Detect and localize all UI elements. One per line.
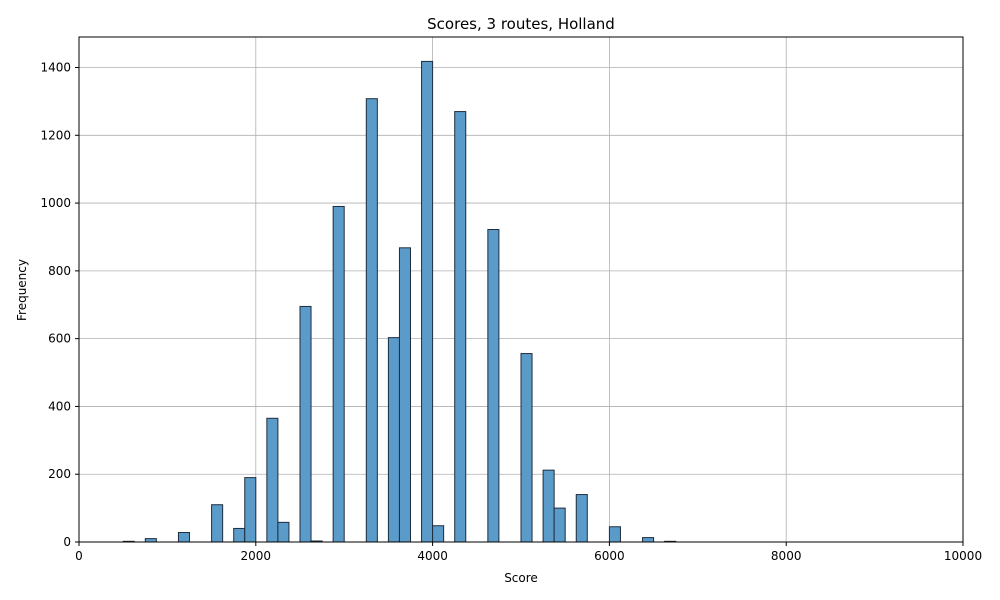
- x-axis-label: Score: [504, 571, 538, 585]
- histogram-bar: [177, 532, 190, 543]
- x-tick-label: 10000: [944, 549, 982, 563]
- y-tick-label: 400: [48, 399, 71, 413]
- y-tick-label: 200: [48, 467, 71, 481]
- histogram-bar: [432, 525, 445, 543]
- x-tick-label: 4000: [417, 549, 448, 563]
- y-tick-label: 1200: [40, 128, 71, 142]
- x-tick-label: 8000: [771, 549, 802, 563]
- histogram-bar: [211, 504, 224, 543]
- histogram-bars: [122, 60, 677, 543]
- histogram-bar: [244, 477, 257, 543]
- x-axis-ticks: 0 2000 4000 6000 8000 10000: [75, 542, 982, 563]
- histogram-bar: [421, 60, 434, 543]
- histogram-bar: [487, 229, 500, 543]
- histogram-bar: [454, 111, 467, 543]
- y-tick-label: 1400: [40, 61, 71, 75]
- y-tick-label: 800: [48, 264, 71, 278]
- histogram-bar: [398, 247, 412, 543]
- y-axis-label: Frequency: [15, 259, 29, 321]
- y-tick-label: 600: [48, 332, 71, 346]
- histogram-bar: [144, 538, 157, 543]
- y-tick-label: 1000: [40, 196, 71, 210]
- histogram-bar: [542, 469, 555, 543]
- histogram-bar: [575, 494, 588, 543]
- histogram-bar: [332, 205, 345, 543]
- histogram-bar: [642, 537, 655, 543]
- histogram-bar: [233, 527, 246, 543]
- histogram-bar: [553, 507, 566, 543]
- histogram-bar: [266, 417, 279, 543]
- histogram-bar: [608, 526, 621, 543]
- x-tick-label: 0: [75, 549, 83, 563]
- y-axis-ticks: 0 200 400 600 800 1000 1200 1400: [40, 61, 79, 549]
- histogram-bar: [277, 521, 290, 543]
- histogram-bar: [387, 337, 400, 543]
- plot-frame: [78, 36, 964, 543]
- histogram-bar: [520, 353, 533, 543]
- chart-title: Scores, 3 routes, Holland: [427, 15, 615, 33]
- x-tick-label: 6000: [594, 549, 625, 563]
- x-tick-label: 2000: [241, 549, 272, 563]
- y-tick-label: 0: [63, 535, 71, 549]
- histogram-bar: [365, 98, 378, 543]
- histogram-bar: [299, 305, 312, 543]
